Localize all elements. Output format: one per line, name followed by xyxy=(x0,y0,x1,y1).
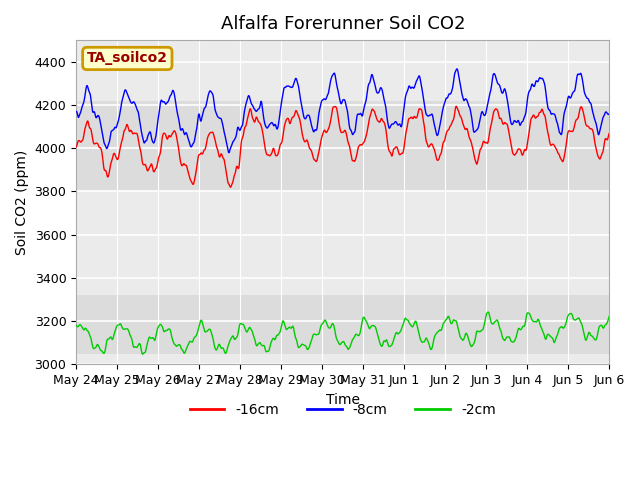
X-axis label: Time: Time xyxy=(326,393,360,407)
Bar xyxy=(76,295,609,354)
Text: TA_soilco2: TA_soilco2 xyxy=(87,51,168,65)
Legend: -16cm, -8cm, -2cm: -16cm, -8cm, -2cm xyxy=(184,397,502,422)
Title: Alfalfa Forerunner Soil CO2: Alfalfa Forerunner Soil CO2 xyxy=(221,15,465,33)
Y-axis label: Soil CO2 (ppm): Soil CO2 (ppm) xyxy=(15,150,29,255)
Bar xyxy=(76,101,609,192)
